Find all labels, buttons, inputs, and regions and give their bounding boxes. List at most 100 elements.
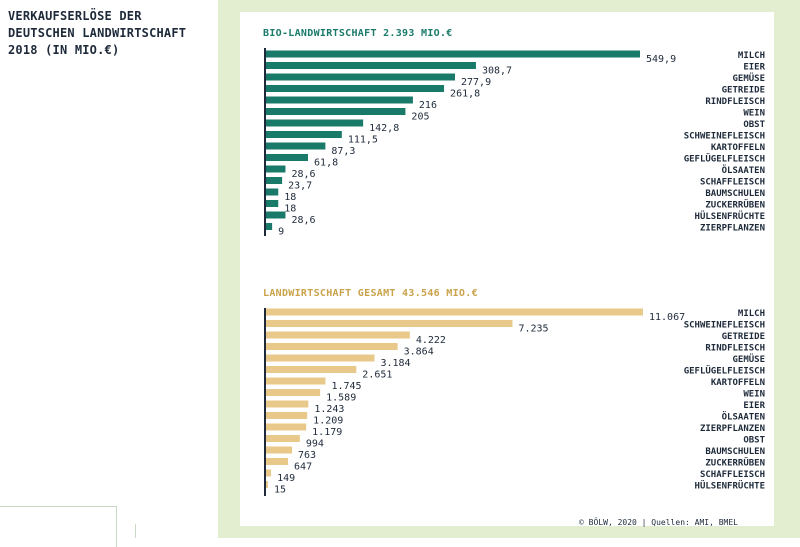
value-label-1-1: 7.235 [518,324,548,335]
category-label-1-1: SCHWEINEFLEISCH [684,321,765,331]
bar-1-12 [266,446,292,454]
bar-0-11 [266,177,283,184]
bar-1-1 [266,320,513,327]
category-label-1-2: GETREIDE [722,332,765,342]
category-label-1-15: HÜLSENFRÜCHTE [695,481,765,492]
value-label-0-0: 549,9 [646,54,676,65]
category-label-1-4: GEMÜSE [732,354,765,365]
value-label-0-6: 142,8 [369,123,399,134]
value-label-1-2: 4.222 [416,335,446,346]
bar-0-12 [266,188,279,196]
bar-0-8 [266,142,326,150]
value-label-0-5: 205 [411,112,429,123]
value-label-1-13: 647 [294,462,312,473]
bar-0-3 [266,85,445,92]
value-label-1-12: 763 [298,450,316,461]
value-label-1-3: 3.864 [404,347,434,358]
category-label-0-0: MILCH [738,51,765,61]
value-label-0-13: 18 [284,204,296,215]
value-label-0-1: 308,7 [482,66,512,77]
bar-1-4 [266,354,375,362]
category-label-0-6: OBST [743,120,765,130]
category-label-0-13: ZUCKERRÜBEN [705,200,765,211]
value-label-0-15: 9 [278,227,284,238]
value-label-1-6: 1.745 [331,381,361,392]
bar-0-2 [266,73,456,81]
bar-0-15 [266,223,273,230]
bar-1-11 [266,435,300,442]
category-label-0-15: ZIERPFLANZEN [700,224,765,234]
bar-0-7 [266,131,342,138]
bar-1-0 [266,308,643,316]
category-label-0-2: GEMÜSE [732,73,765,84]
value-label-1-9: 1.209 [313,416,343,427]
bar-1-5 [266,366,357,373]
category-label-1-9: ÖLSAATEN [722,412,765,423]
bar-0-6 [266,119,364,127]
bar-1-2 [266,331,410,339]
category-label-1-6: KARTOFFELN [711,378,765,388]
category-label-1-10: ZIERPFLANZEN [700,424,765,434]
decorative-tick [135,524,136,538]
source-footer: © BÖLW, 2020 | Quellen: AMI, BMEL [579,518,738,527]
value-label-1-15: 15 [274,485,286,496]
page-title: VERKAUFSERLÖSE DER DEUTSCHEN LANDWIRTSCH… [8,9,187,57]
category-label-0-7: SCHWEINEFLEISCH [684,132,765,142]
value-label-0-11: 23,7 [288,181,312,192]
category-label-1-12: BAUMSCHULEN [705,447,765,457]
value-label-1-5: 2.651 [362,370,392,381]
bar-1-14 [266,469,272,477]
value-label-0-2: 277,9 [461,77,491,88]
value-label-0-8: 87,3 [331,146,355,157]
category-label-0-10: ÖLSAATEN [722,165,765,176]
charts-svg: BIO-LANDWIRTSCHAFT 2.393 MIO.€ 549,9 MILCH… [263,28,766,496]
category-label-1-3: RINDFLEISCH [705,344,765,354]
value-label-0-3: 261,8 [450,89,480,100]
value-label-0-4: 216 [419,100,437,111]
bar-0-9 [266,154,309,161]
value-label-1-7: 1.589 [326,393,356,404]
bar-0-5 [266,108,406,115]
bar-0-1 [266,62,476,69]
bar-0-13 [266,200,279,207]
category-label-1-8: EIER [743,401,765,411]
category-label-0-12: BAUMSCHULEN [705,189,765,199]
bar-0-14 [266,211,286,219]
bar-1-13 [266,458,289,465]
value-label-1-14: 149 [277,473,295,484]
value-label-1-8: 1.243 [314,404,344,415]
category-label-1-7: WEIN [743,390,765,400]
bar-1-8 [266,400,309,408]
value-label-0-14: 28,6 [291,215,315,226]
value-label-0-7: 111,5 [348,135,378,146]
value-label-1-4: 3.184 [380,358,410,369]
bar-0-4 [266,96,413,104]
category-label-1-0: MILCH [738,309,765,319]
bar-0-10 [266,165,286,173]
value-label-0-10: 28,6 [291,169,315,180]
category-label-0-1: EIER [743,63,765,73]
value-label-1-11: 994 [306,439,324,450]
category-label-1-11: OBST [743,436,765,446]
bar-1-7 [266,389,321,396]
value-label-0-12: 18 [284,192,296,203]
chart-title-0: BIO-LANDWIRTSCHAFT 2.393 MIO.€ [263,28,453,39]
category-label-0-5: WEIN [743,109,765,119]
category-label-0-14: HÜLSENFRÜCHTE [695,211,765,222]
category-label-1-14: SCHAFFLEISCH [700,470,765,480]
value-label-1-10: 1.179 [312,427,342,438]
decorative-frame [0,506,117,547]
category-label-1-5: GEFLÜGELFLEISCH [684,366,765,377]
bar-1-15 [266,481,268,488]
bar-1-9 [266,412,308,419]
category-label-0-3: GETREIDE [722,86,765,96]
category-label-0-8: KARTOFFELN [711,143,765,153]
category-label-0-11: SCHAFFLEISCH [700,178,765,188]
category-label-0-9: GEFLÜGELFLEISCH [684,154,765,165]
bar-0-0 [266,50,640,58]
category-label-0-4: RINDFLEISCH [705,97,765,107]
category-label-1-13: ZUCKERRÜBEN [705,458,765,469]
value-label-0-9: 61,8 [314,158,338,169]
value-label-1-0: 11.067 [649,312,685,323]
bar-1-6 [266,377,326,385]
